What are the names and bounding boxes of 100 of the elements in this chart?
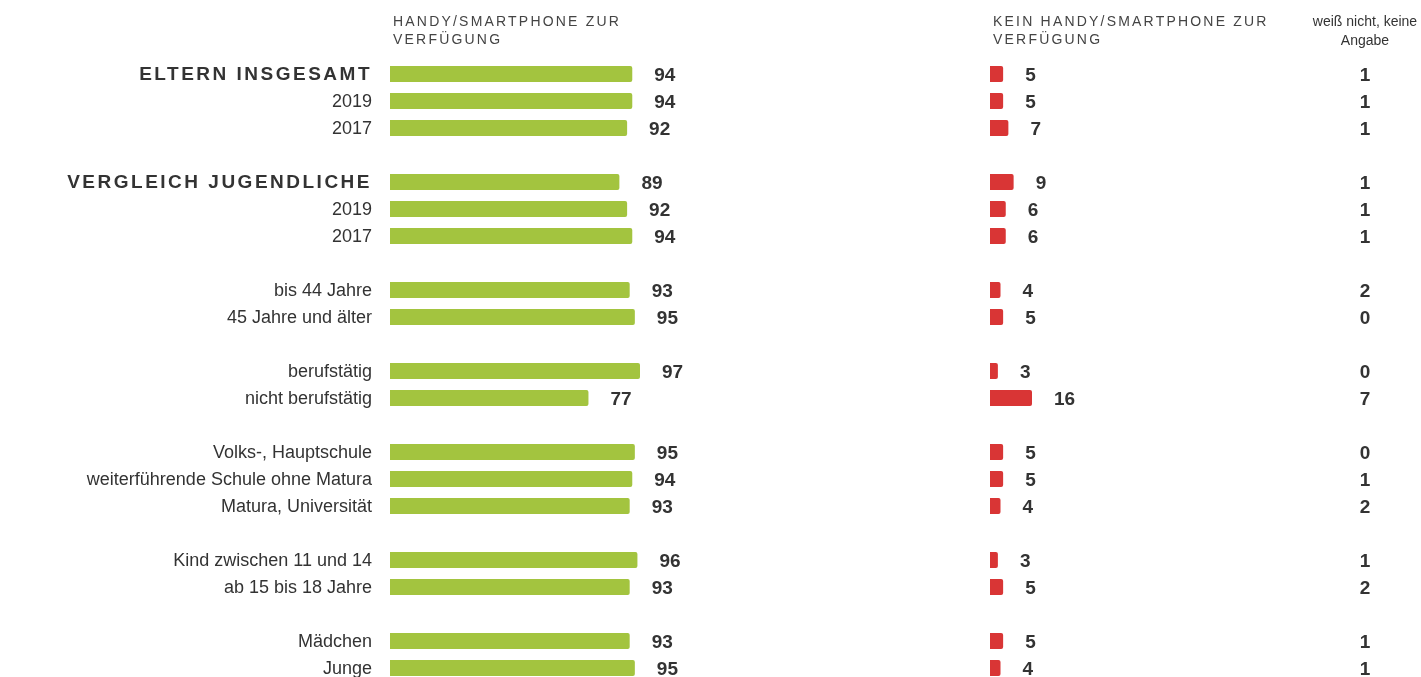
data-label: 1 (1359, 630, 1371, 652)
bar (990, 174, 1014, 190)
bar (990, 471, 1004, 487)
bar (990, 498, 1001, 514)
bar (990, 120, 1009, 136)
bar (990, 228, 1006, 244)
bar (990, 660, 1001, 676)
data-label: 94 (654, 90, 676, 112)
data-label: 93 (651, 576, 673, 598)
data-label: 0 (1359, 360, 1371, 382)
data-label: 1 (1359, 468, 1371, 490)
text: weiß nicht, keine Angabe (1311, 12, 1419, 50)
bar (990, 282, 1001, 298)
bar (990, 309, 1004, 325)
data-label: 4 (1022, 279, 1034, 301)
data-label: 1 (1359, 117, 1371, 139)
data-label: 1 (1359, 90, 1371, 112)
bar (390, 93, 633, 109)
data-label: 95 (656, 657, 679, 677)
data-label: 5 (1025, 576, 1037, 598)
data-label: 94 (654, 63, 676, 85)
bar (390, 309, 635, 325)
y-tick-label: weiterführende Schule ohne Matura (85, 468, 373, 489)
y-tick-label: 2019 (331, 198, 372, 219)
bar (390, 228, 633, 244)
data-label: 5 (1025, 468, 1037, 490)
bar (390, 471, 633, 487)
bar (990, 444, 1004, 460)
y-tick-label: 2017 (331, 225, 372, 246)
y-tick-label: nicht berufstätig (244, 387, 372, 408)
y-tick-label: Kind zwischen 11 und 14 (173, 549, 372, 570)
data-label: 6 (1027, 225, 1039, 247)
data-label: 0 (1359, 441, 1371, 463)
data-label: 7 (1359, 387, 1371, 409)
y-tick-label: Junge (322, 657, 372, 677)
data-label: 4 (1022, 495, 1034, 517)
data-label: 92 (649, 117, 671, 139)
y-tick-label: ELTERN INSGESAMT (139, 62, 372, 84)
bar (390, 552, 638, 568)
y-tick-label: VERGLEICH JUGENDLICHE (67, 170, 372, 192)
bar (390, 444, 635, 460)
data-label: 94 (654, 468, 676, 490)
y-tick-label: berufstätig (287, 360, 372, 381)
data-label: 3 (1019, 360, 1031, 382)
data-label: 89 (641, 171, 663, 193)
data-label: 93 (651, 630, 673, 652)
bar (390, 633, 630, 649)
bar (390, 66, 633, 82)
data-label: 0 (1359, 306, 1371, 328)
bar (990, 93, 1004, 109)
bar (990, 552, 998, 568)
data-label: 1 (1359, 198, 1371, 220)
data-label: 97 (662, 360, 684, 382)
data-label: 93 (651, 279, 673, 301)
bar (390, 174, 620, 190)
data-label: 1 (1359, 225, 1371, 247)
data-label: 95 (656, 306, 679, 328)
data-label: 96 (659, 549, 681, 571)
text: KEIN HANDY/SMARTPHONE ZUR VERFÜGUNG (993, 12, 1270, 48)
bar (990, 66, 1004, 82)
bar (390, 282, 630, 298)
data-label: 1 (1359, 171, 1371, 193)
data-label: 92 (649, 198, 671, 220)
bar (990, 363, 998, 379)
bar (990, 579, 1004, 595)
chart-title: HANDY/SMARTPHONE ZUR VERFÜGUNG (393, 12, 623, 48)
data-label: 1 (1359, 63, 1371, 85)
data-label: 2 (1359, 495, 1371, 517)
data-label: 5 (1025, 63, 1037, 85)
y-tick-label: ab 15 bis 18 Jahre (223, 576, 372, 597)
data-label: 2 (1359, 576, 1371, 598)
data-label: 2 (1359, 279, 1371, 301)
data-label: 4 (1022, 657, 1034, 677)
data-label: 95 (656, 441, 679, 463)
bar (390, 201, 628, 217)
bar (390, 363, 640, 379)
bar (390, 120, 628, 136)
data-label: 5 (1025, 90, 1037, 112)
data-label: 93 (651, 495, 673, 517)
bar (390, 579, 630, 595)
bar (390, 390, 589, 406)
data-label: 5 (1025, 306, 1037, 328)
bar (390, 660, 635, 676)
bar (990, 390, 1032, 406)
data-label: 6 (1027, 198, 1039, 220)
y-tick-label: Volks-, Hauptschule (212, 441, 372, 462)
y-tick-label: 2019 (331, 90, 372, 111)
data-label: 16 (1054, 387, 1076, 409)
y-tick-label: 2017 (331, 117, 372, 138)
bar (990, 201, 1006, 217)
data-label: 9 (1035, 171, 1047, 193)
data-label: 3 (1019, 549, 1031, 571)
data-label: 5 (1025, 630, 1037, 652)
data-label: 5 (1025, 441, 1037, 463)
data-label: 1 (1359, 657, 1371, 677)
y-tick-label: 45 Jahre und älter (226, 306, 372, 327)
bar (990, 633, 1004, 649)
data-label: 1 (1359, 549, 1371, 571)
y-tick-label: bis 44 Jahre (273, 279, 372, 300)
data-label: 94 (654, 225, 676, 247)
